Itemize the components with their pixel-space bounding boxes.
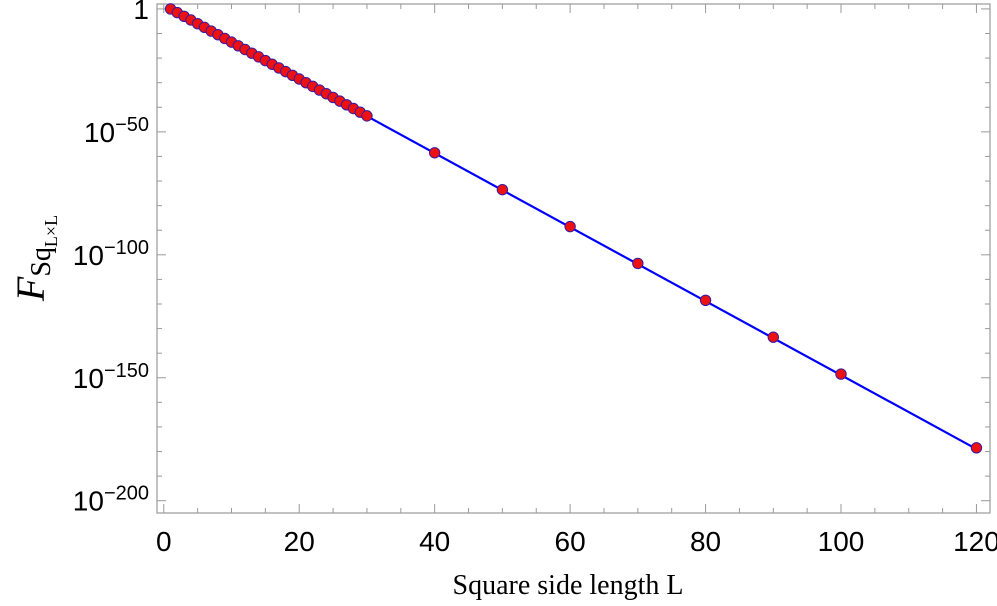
y-axis-label: FSqL×L (8, 215, 61, 302)
x-tick-label: 40 (419, 526, 450, 557)
x-axis-tick-labels: 0 20 40 60 80 100 120 (156, 526, 997, 557)
x-tick-label: 120 (953, 526, 997, 557)
plot-frame (156, 3, 991, 514)
x-tick-label: 20 (284, 526, 315, 557)
y-tick-label: 10−100 (73, 237, 149, 271)
y-axis-label-main: F (8, 276, 53, 302)
data-point (361, 110, 373, 122)
y-axis-label-subsub: L×L (41, 215, 61, 247)
data-point (767, 331, 779, 343)
data-point (428, 147, 441, 159)
y-axis-tick-labels: 1 10−50 10−100 10−150 10−200 (73, 0, 149, 517)
y-tick-label: 10−150 (73, 360, 149, 394)
svg-text:FSqL×L: FSqL×L (8, 215, 61, 302)
y-tick-label: 10−50 (84, 114, 149, 148)
data-point (496, 183, 509, 196)
x-axis-ticks (163, 4, 977, 513)
data-point (632, 257, 644, 270)
y-tick-label: 10−200 (73, 483, 149, 517)
data-point (699, 294, 712, 307)
x-tick-label: 0 (156, 526, 172, 557)
x-tick-label: 100 (818, 526, 865, 557)
y-tick-label: 1 (133, 0, 149, 25)
data-point (970, 442, 983, 454)
data-point (564, 220, 576, 233)
x-tick-label: 60 (555, 526, 586, 557)
data-points-layer (164, 3, 983, 454)
data-point (835, 368, 847, 380)
y-axis-ticks (157, 8, 990, 502)
x-tick-label: 80 (690, 526, 721, 557)
y-axis-label-sub: Sq (26, 247, 57, 277)
x-axis-label: Square side length L (453, 570, 684, 601)
